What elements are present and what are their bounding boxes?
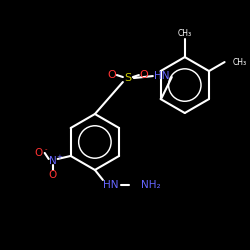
Text: NH₂: NH₂	[141, 180, 161, 190]
Text: HN: HN	[103, 180, 118, 190]
Text: +: +	[57, 154, 62, 160]
Text: O: O	[34, 148, 43, 158]
Text: O: O	[140, 70, 148, 80]
Text: CH₃: CH₃	[232, 58, 247, 66]
Text: -: -	[44, 146, 47, 152]
Text: O: O	[48, 170, 57, 180]
Text: S: S	[124, 73, 132, 83]
Text: HN: HN	[154, 71, 170, 81]
Text: O: O	[108, 70, 116, 80]
Text: N: N	[49, 156, 56, 166]
Text: CH₃: CH₃	[178, 28, 192, 38]
